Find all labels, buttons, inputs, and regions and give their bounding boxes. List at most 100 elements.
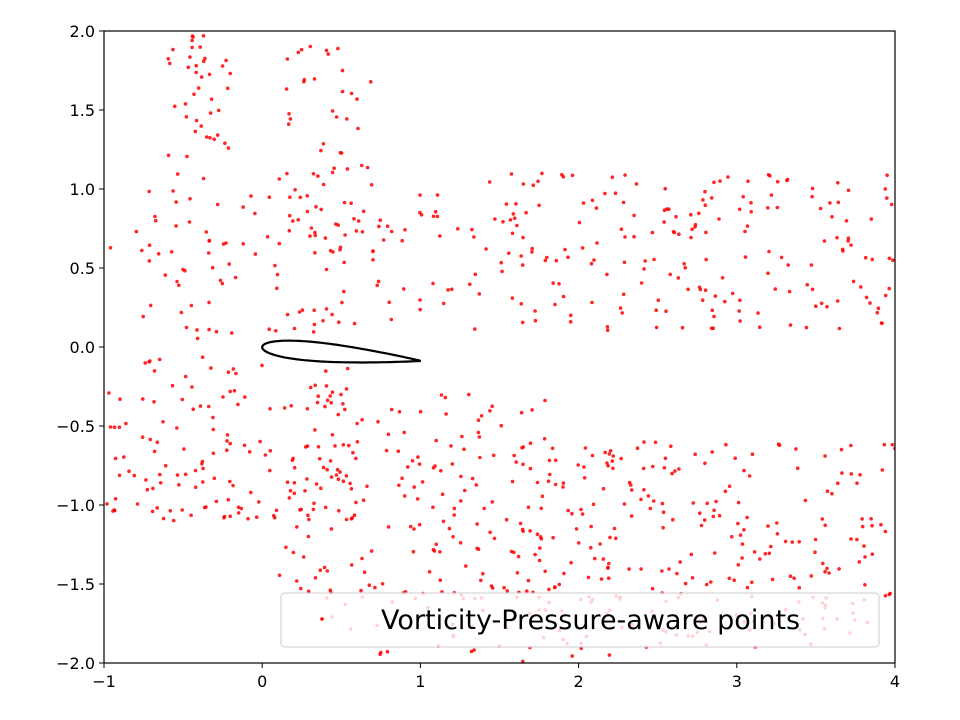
- data-point: [209, 366, 213, 370]
- data-point: [156, 252, 161, 256]
- data-point: [606, 576, 611, 580]
- data-point: [175, 172, 180, 176]
- data-point: [208, 136, 212, 140]
- data-point: [654, 308, 658, 313]
- data-point: [401, 287, 406, 291]
- data-point: [668, 272, 672, 277]
- data-point: [507, 251, 511, 255]
- data-point: [288, 195, 292, 199]
- data-point: [198, 45, 202, 49]
- data-point: [720, 276, 725, 280]
- data-point: [570, 173, 575, 178]
- data-point: [491, 453, 496, 458]
- data-point: [740, 542, 745, 546]
- data-point: [749, 210, 753, 214]
- data-point: [107, 391, 111, 395]
- data-point: [343, 407, 347, 412]
- data-point: [533, 318, 538, 323]
- data-point: [773, 287, 778, 291]
- data-point: [501, 220, 505, 224]
- data-point: [723, 299, 727, 304]
- data-point: [177, 283, 181, 288]
- data-point: [566, 508, 570, 513]
- data-point: [467, 392, 471, 397]
- data-point: [639, 281, 644, 285]
- data-point: [477, 435, 482, 439]
- data-point: [355, 440, 360, 444]
- data-point: [201, 466, 205, 471]
- data-point: [526, 505, 531, 510]
- data-point: [418, 193, 422, 197]
- data-point: [312, 322, 317, 327]
- data-point: [599, 577, 604, 581]
- data-point: [287, 112, 291, 116]
- data-point: [204, 135, 209, 139]
- data-point: [198, 404, 203, 408]
- data-point: [180, 508, 184, 512]
- data-point: [712, 314, 716, 319]
- data-point: [504, 202, 509, 206]
- data-point: [619, 227, 624, 231]
- data-point: [360, 556, 364, 561]
- data-point: [155, 506, 159, 510]
- data-point: [863, 255, 868, 260]
- data-point: [359, 163, 364, 168]
- data-point: [682, 262, 686, 266]
- data-point: [275, 272, 280, 277]
- data-point: [329, 527, 334, 531]
- data-point: [810, 287, 815, 292]
- data-point: [408, 524, 413, 529]
- data-point: [590, 300, 594, 305]
- data-point: [703, 461, 707, 466]
- data-point: [288, 117, 293, 121]
- data-point: [569, 313, 573, 318]
- data-point: [733, 456, 737, 461]
- data-point: [459, 499, 463, 503]
- data-point: [621, 292, 626, 297]
- data-point: [365, 484, 369, 489]
- data-point: [678, 560, 682, 564]
- data-point: [479, 578, 483, 583]
- data-point: [476, 430, 481, 435]
- data-point: [313, 383, 318, 388]
- data-point: [533, 309, 537, 313]
- data-point: [553, 458, 558, 463]
- data-point: [211, 415, 215, 420]
- data-point: [433, 464, 437, 468]
- data-point: [343, 233, 347, 237]
- data-point: [258, 439, 262, 444]
- data-point: [418, 298, 422, 302]
- data-point: [321, 142, 326, 146]
- x-tick-label: 3: [732, 672, 742, 691]
- data-point: [822, 239, 827, 243]
- data-point: [170, 383, 175, 388]
- data-point: [737, 309, 741, 313]
- data-point: [714, 499, 718, 504]
- data-point: [433, 209, 438, 214]
- data-point: [790, 540, 795, 544]
- data-point: [210, 265, 215, 270]
- data-point: [788, 574, 793, 578]
- data-point: [296, 50, 301, 55]
- data-point: [220, 281, 225, 286]
- data-point: [766, 206, 770, 210]
- data-point: [554, 258, 559, 263]
- data-point: [870, 552, 875, 556]
- data-point: [803, 498, 808, 503]
- data-point: [712, 551, 717, 555]
- data-point: [667, 207, 671, 211]
- data-point: [144, 478, 148, 482]
- data-point: [488, 409, 492, 413]
- data-point: [589, 545, 593, 550]
- data-point: [840, 247, 845, 252]
- data-point: [479, 414, 484, 418]
- data-point: [601, 486, 606, 491]
- data-point: [191, 35, 195, 39]
- data-point: [340, 89, 345, 94]
- data-point: [435, 193, 440, 197]
- data-point: [377, 224, 381, 229]
- data-point: [242, 443, 247, 448]
- data-point: [788, 323, 793, 327]
- data-point: [752, 550, 757, 554]
- data-point: [352, 321, 357, 326]
